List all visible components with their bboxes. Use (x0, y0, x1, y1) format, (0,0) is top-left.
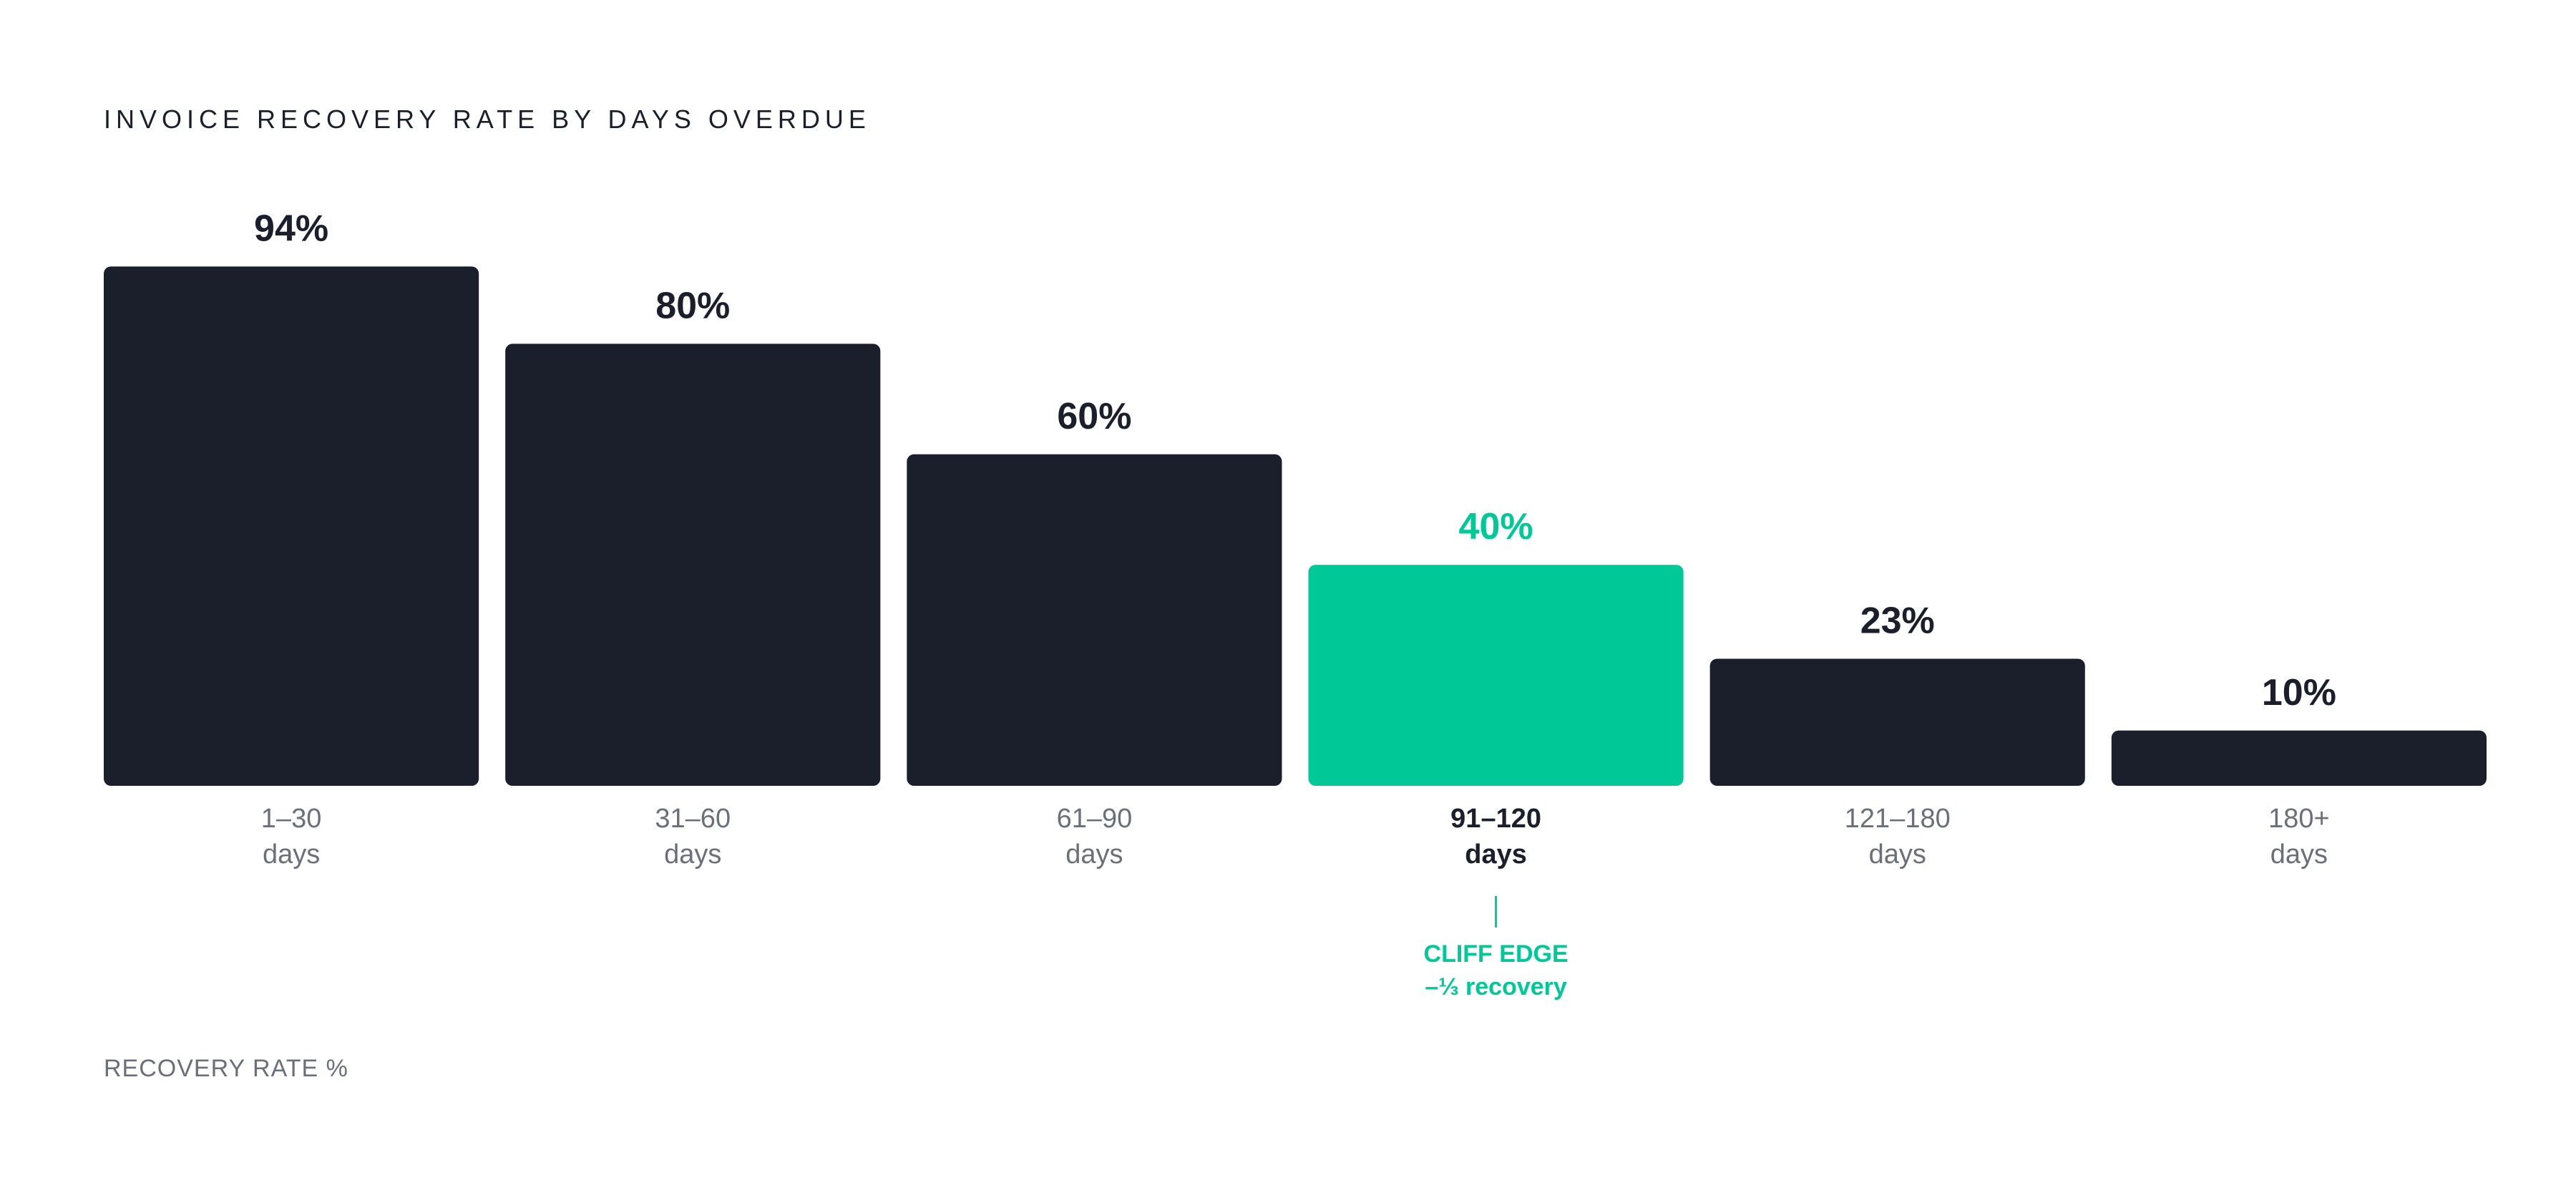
x-tick-label-4-line-0: 121–180 (1845, 804, 1951, 834)
bar-5 (2111, 730, 2487, 786)
annotation-line-1: –⅓ recovery (1425, 973, 1567, 1001)
x-tick-label-2-line-0: 61–90 (1057, 804, 1133, 834)
cliff-edge-annotation: CLIFF EDGE –⅓ recovery (1424, 896, 1568, 1001)
x-tick-label-2-line-1: days (1065, 839, 1123, 870)
x-tick-label-4-line-1: days (1869, 839, 1926, 870)
value-label-0: 94% (254, 208, 328, 249)
bar-0 (104, 266, 479, 786)
y-axis-label: RECOVERY RATE % (104, 1055, 348, 1082)
value-label-3: 40% (1459, 506, 1533, 547)
x-tick-label-3-line-1: days (1465, 839, 1527, 870)
x-tick-label-5-line-1: days (2270, 839, 2328, 870)
bar-4 (1709, 658, 2085, 786)
value-label-4: 23% (1860, 600, 1935, 641)
annotation-line-0: CLIFF EDGE (1424, 940, 1568, 968)
value-label-5: 10% (2262, 672, 2336, 714)
x-tick-label-1-line-0: 31–60 (655, 804, 731, 834)
x-tick-label-1-line-1: days (664, 839, 721, 870)
x-tick-label-5-line-0: 180+ (2268, 804, 2330, 834)
value-labels: 94% 80% 60% 40% 23% 10% (254, 208, 2336, 713)
value-label-2: 60% (1057, 396, 1131, 437)
x-tick-label-0-line-0: 1–30 (261, 804, 322, 834)
chart-title: INVOICE RECOVERY RATE BY DAYS OVERDUE (104, 104, 871, 134)
bar-2 (907, 454, 1282, 786)
bar-1 (505, 344, 881, 786)
x-tick-labels: 1–30 days 31–60 days 61–90 days 91–120 days 121–… (261, 804, 2330, 870)
x-tick-label-0-line-1: days (263, 839, 320, 870)
value-label-1: 80% (655, 285, 730, 326)
x-tick-label-3-line-0: 91–120 (1450, 804, 1541, 834)
bars (104, 266, 2487, 786)
bar-3 (1308, 565, 1684, 786)
